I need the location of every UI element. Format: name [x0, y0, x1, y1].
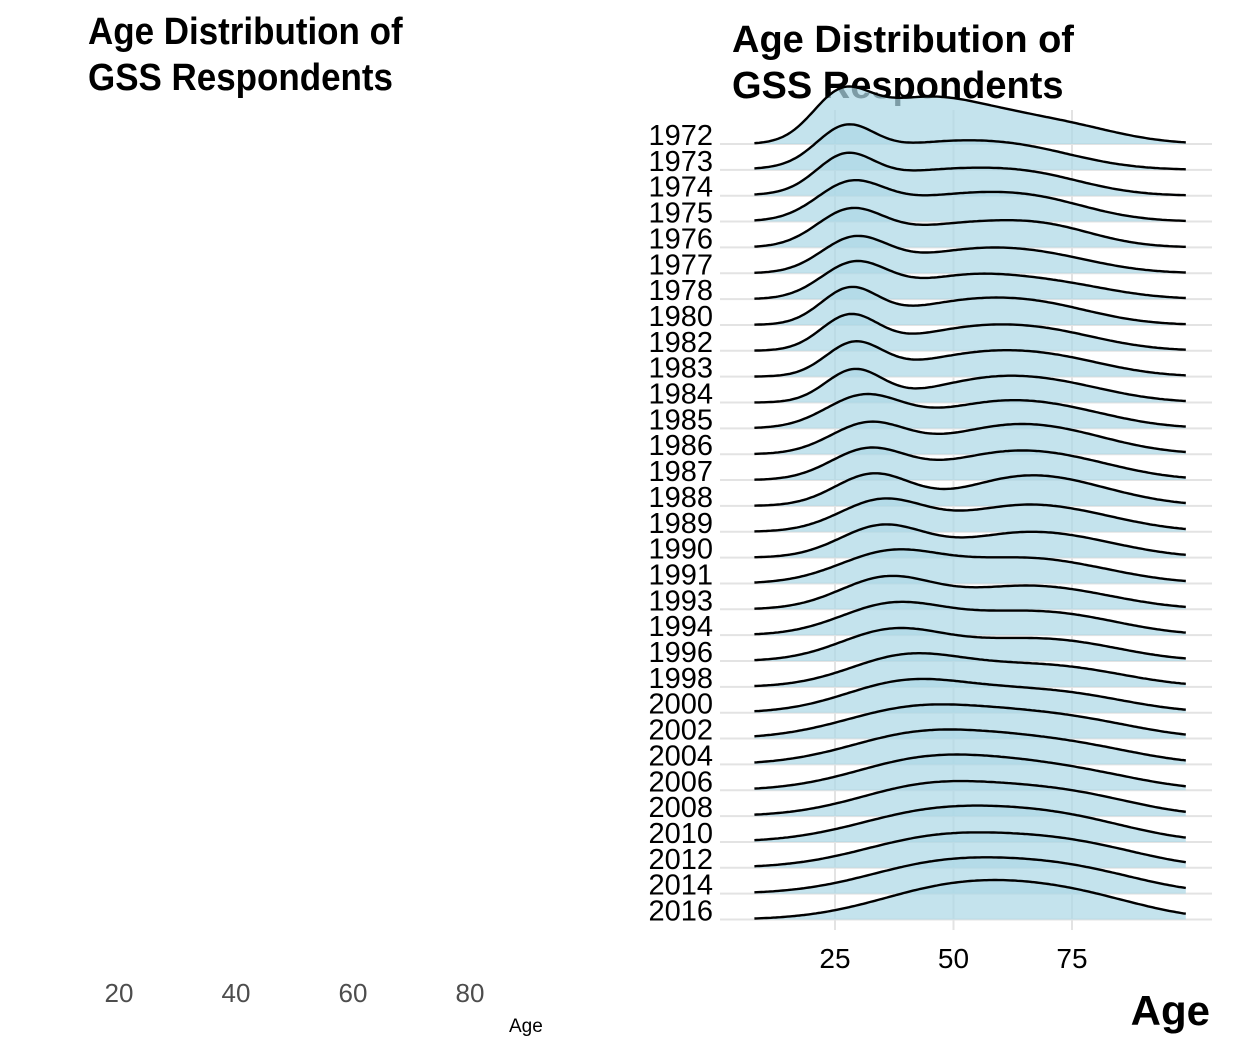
left-x-tick-label: 20: [104, 978, 134, 1008]
ridge-area-2006: [754, 754, 1186, 791]
y-tick-label: 2000: [648, 689, 713, 721]
ridge-line-1973: [754, 123, 1186, 171]
ridge-area-1990: [754, 524, 1186, 558]
y-tick-label: 1978: [648, 275, 713, 307]
x-axis-label: Age: [1131, 987, 1210, 1034]
y-tick-label: 2006: [648, 766, 713, 798]
y-tick-label: 1972: [648, 120, 713, 152]
ridge-area-1996: [754, 628, 1186, 661]
y-tick-label: 2002: [648, 715, 713, 747]
ridge-line-2012: [754, 831, 1186, 868]
x-tick-label: 50: [938, 943, 969, 974]
y-tick-label: 1975: [648, 198, 713, 230]
ridge-line-2006: [754, 753, 1186, 790]
ridge-line-2008: [754, 779, 1186, 816]
ridge-line-1975: [754, 179, 1186, 223]
ridge-line-1976: [754, 206, 1186, 248]
y-tick-label: 1988: [648, 482, 713, 514]
ridge-line-1998: [754, 652, 1186, 688]
ridge-area-1993: [754, 575, 1186, 610]
y-tick-label: 2008: [648, 792, 713, 824]
y-tick-label: 1983: [648, 353, 713, 385]
ridge-line-2014: [754, 856, 1186, 894]
y-tick-label: 1991: [648, 559, 713, 591]
y-tick-label: 1974: [648, 172, 713, 204]
y-tick-label: 1980: [648, 301, 713, 333]
y-tick-label: 2016: [648, 896, 713, 928]
ridge-line-1977: [754, 234, 1186, 274]
left-x-axis-label: Age: [509, 1016, 543, 1037]
y-tick-label: 2012: [648, 844, 713, 876]
ridge-line-1972: [754, 85, 1186, 145]
left-x-tick-label: 60: [338, 978, 368, 1008]
ridge-line-1985: [754, 392, 1186, 429]
ridge-area-2004: [754, 729, 1186, 765]
y-tick-label: 1984: [648, 379, 713, 411]
ridge-line-2000: [754, 677, 1186, 713]
ridge-line-1988: [754, 472, 1186, 507]
ridge-line-1996: [754, 626, 1186, 662]
ridge-area-1986: [754, 421, 1186, 455]
ridge-line-1986: [754, 420, 1186, 456]
y-tick-label: 1993: [648, 585, 713, 617]
ridge-area-2010: [754, 805, 1186, 842]
y-tick-label: 1973: [648, 146, 713, 178]
ridge-area-1972: [754, 86, 1186, 144]
y-tick-label: 2004: [648, 740, 713, 772]
y-tick-label: 1987: [648, 456, 713, 488]
ridge-area-2000: [754, 678, 1186, 713]
x-tick-label: 25: [819, 943, 850, 974]
y-tick-label: 2010: [648, 818, 713, 850]
ridge-line-1989: [754, 497, 1186, 533]
y-tick-label: 1998: [648, 663, 713, 695]
y-tick-label: 1976: [648, 223, 713, 255]
ridge-line-1994: [754, 600, 1186, 636]
ridge-line-1982: [754, 312, 1186, 352]
y-tick-label: 1994: [648, 611, 713, 643]
left-chart-title: Age Distribution of GSS Respondents: [88, 11, 403, 99]
ridge-line-1983: [754, 339, 1186, 378]
ridge-line-2002: [754, 703, 1186, 738]
ridge-line-1991: [754, 548, 1186, 584]
ridge-line-2010: [754, 804, 1186, 842]
y-tick-label: 2014: [648, 870, 713, 902]
y-tick-label: 1982: [648, 327, 713, 359]
y-tick-label: 1990: [648, 534, 713, 566]
y-tick-label: 1986: [648, 430, 713, 462]
ridge-area-1998: [754, 653, 1186, 687]
y-tick-label: 1977: [648, 249, 713, 281]
ridge-line-1993: [754, 574, 1186, 610]
x-tick-label: 75: [1056, 943, 1087, 974]
left-x-tick-label: 40: [221, 978, 251, 1008]
ridge-line-2016: [754, 878, 1186, 920]
ridge-area-1994: [754, 601, 1186, 636]
ridge-area-2002: [754, 704, 1186, 739]
left-x-tick-label: 80: [455, 978, 485, 1008]
y-tick-label: 1989: [648, 508, 713, 540]
ridge-line-1984: [754, 367, 1186, 404]
y-tick-label: 1996: [648, 637, 713, 669]
ridge-area-2008: [754, 781, 1186, 817]
ridge-line-1990: [754, 523, 1186, 559]
right-chart-title: Age Distribution of GSS Respondents: [732, 19, 1074, 107]
ridge-line-2004: [754, 728, 1186, 764]
ridge-line-1974: [754, 151, 1186, 197]
ridge-line-1978: [754, 259, 1186, 300]
ridge-area-1989: [754, 498, 1186, 532]
ridge-line-1980: [754, 285, 1186, 326]
ridge-area-1991: [754, 549, 1186, 584]
ridge-line-1987: [754, 446, 1186, 481]
ridge-area-1987: [754, 447, 1186, 481]
ridge-area-1983: [754, 341, 1186, 377]
ridge-area-1985: [754, 394, 1186, 429]
y-tick-label: 1985: [648, 404, 713, 436]
